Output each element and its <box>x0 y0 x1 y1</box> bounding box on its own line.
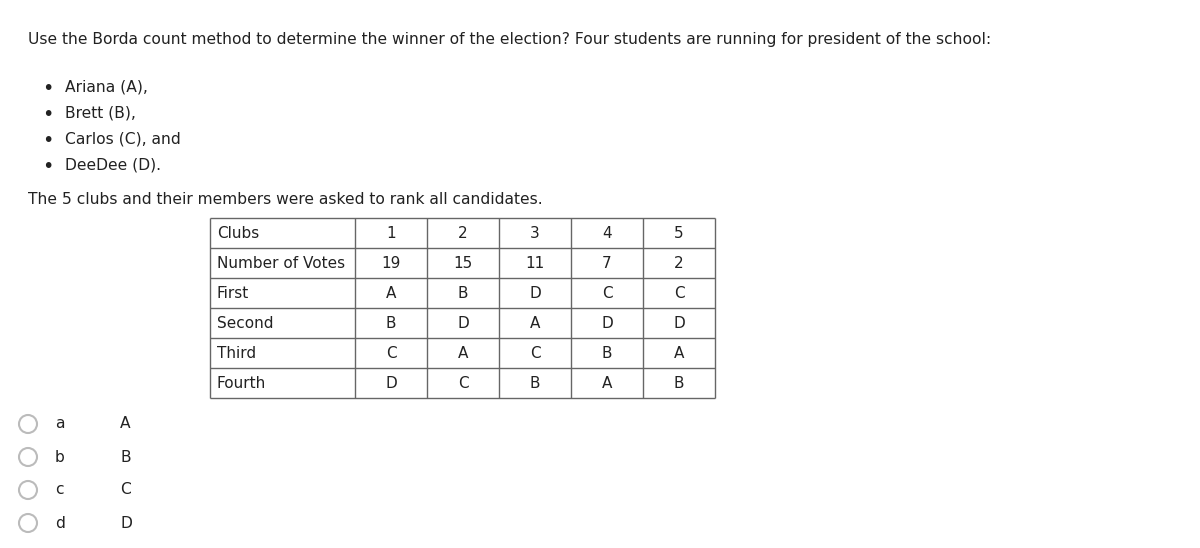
Text: D: D <box>120 516 132 530</box>
Text: •: • <box>42 157 54 176</box>
Text: 3: 3 <box>530 225 540 241</box>
Text: Brett (B),: Brett (B), <box>65 105 136 120</box>
Text: Use the Borda count method to determine the winner of the election? Four student: Use the Borda count method to determine … <box>28 32 991 47</box>
Text: Third: Third <box>217 345 256 361</box>
Text: B: B <box>601 345 612 361</box>
Text: 15: 15 <box>454 255 473 271</box>
Text: 5: 5 <box>674 225 684 241</box>
Text: A: A <box>120 416 131 431</box>
Text: b: b <box>55 449 65 465</box>
Text: B: B <box>529 375 540 391</box>
Text: C: C <box>120 482 131 498</box>
Text: Carlos (C), and: Carlos (C), and <box>65 131 181 146</box>
Text: •: • <box>42 105 54 124</box>
Text: A: A <box>674 345 684 361</box>
Text: B: B <box>120 449 131 465</box>
Text: a: a <box>55 416 65 431</box>
Text: •: • <box>42 79 54 98</box>
Text: 4: 4 <box>602 225 612 241</box>
Text: 2: 2 <box>674 255 684 271</box>
Text: 19: 19 <box>382 255 401 271</box>
Text: D: D <box>673 316 685 330</box>
Text: •: • <box>42 131 54 150</box>
Text: B: B <box>673 375 684 391</box>
Text: C: C <box>385 345 396 361</box>
Text: Ariana (A),: Ariana (A), <box>65 79 148 94</box>
Text: The 5 clubs and their members were asked to rank all candidates.: The 5 clubs and their members were asked… <box>28 192 542 207</box>
Text: A: A <box>458 345 468 361</box>
Text: A: A <box>386 286 396 300</box>
Text: Fourth: Fourth <box>217 375 266 391</box>
Text: Clubs: Clubs <box>217 225 259 241</box>
Text: 11: 11 <box>526 255 545 271</box>
Text: First: First <box>217 286 250 300</box>
Text: C: C <box>529 345 540 361</box>
Text: D: D <box>601 316 613 330</box>
Text: c: c <box>55 482 64 498</box>
Text: C: C <box>457 375 468 391</box>
Text: B: B <box>457 286 468 300</box>
Text: DeeDee (D).: DeeDee (D). <box>65 157 161 172</box>
Text: A: A <box>602 375 612 391</box>
Text: D: D <box>457 316 469 330</box>
Text: 1: 1 <box>386 225 396 241</box>
Text: C: C <box>673 286 684 300</box>
Text: B: B <box>385 316 396 330</box>
Text: 2: 2 <box>458 225 468 241</box>
Text: D: D <box>529 286 541 300</box>
Text: Second: Second <box>217 316 274 330</box>
Text: d: d <box>55 516 65 530</box>
Text: C: C <box>601 286 612 300</box>
Text: 7: 7 <box>602 255 612 271</box>
Text: Number of Votes: Number of Votes <box>217 255 346 271</box>
Text: D: D <box>385 375 397 391</box>
Text: A: A <box>530 316 540 330</box>
